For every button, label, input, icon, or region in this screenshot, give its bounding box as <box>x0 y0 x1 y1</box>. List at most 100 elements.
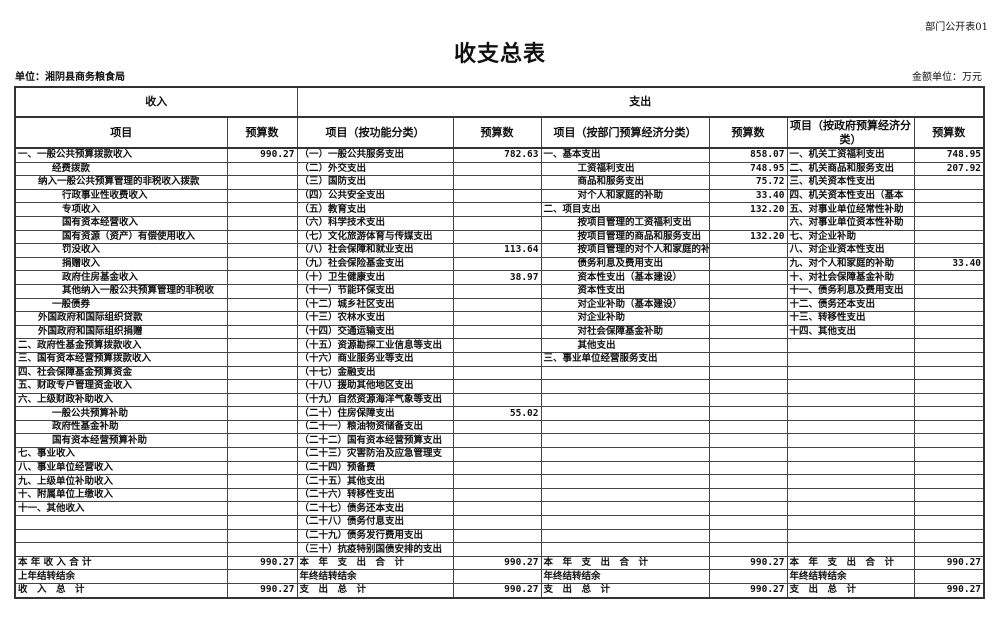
function-item-cell: （五）教育支出 <box>296 202 454 217</box>
function-amount-cell <box>452 487 542 503</box>
dept-econ-amount-cell <box>708 351 788 367</box>
function-amount-cell <box>452 256 542 272</box>
function-item-cell: （二十七）债务还本支出 <box>296 501 454 517</box>
income-amount-cell <box>226 351 298 367</box>
function-item-cell: （七）文化旅游体育与传媒支出 <box>296 229 454 245</box>
dept-econ-item-cell <box>540 542 710 557</box>
table-row: （二十九）债务发行费用支出 <box>14 528 985 544</box>
income-amount-cell <box>226 365 298 381</box>
col-header-income-item: 项目 <box>14 116 228 149</box>
gov-econ-amount-cell <box>913 175 985 190</box>
gov-econ-amount-cell <box>913 338 985 353</box>
dept-econ-item-cell: 债务利息及费用支出 <box>540 256 710 272</box>
function-amount-cell <box>452 528 542 544</box>
table-row: 经费拨款 （二）外交支出 工资福利支出 748.95 二、机关商品和服务支出 207.92 <box>14 161 985 177</box>
income-amount-cell <box>226 433 298 449</box>
function-amount-cell <box>452 515 542 530</box>
income-item-cell: 九、上级单位补助收入 <box>14 474 228 489</box>
gov-econ-amount-cell <box>913 283 985 299</box>
gov-econ-amount-cell <box>913 460 985 476</box>
dept-econ-amount-cell <box>708 474 788 489</box>
function-item-cell: （二十八）债务付息支出 <box>296 515 454 530</box>
gov-econ-amount-cell: 207.92 <box>913 161 985 177</box>
income-amount-cell <box>226 474 298 489</box>
function-amount-cell <box>452 379 542 394</box>
col-header-dept-econ-amount: 预算数 <box>708 116 788 149</box>
gov-econ-item-cell: 十、对社会保障基金补助 <box>786 270 915 285</box>
function-item-cell: （二十六）转移性支出 <box>296 487 454 503</box>
gov-econ-amount-cell <box>913 433 985 449</box>
dept-econ-item-cell: 年终结转结余 <box>540 569 710 584</box>
income-item-cell: 上年结转结余 <box>14 569 228 584</box>
table-row: 三、国有资本经营预算拨款收入 （十六）商业服务业等支出 三、事业单位经营服务支出 <box>14 351 985 367</box>
dept-econ-amount-cell <box>708 447 788 462</box>
income-item-cell: 六、上级财政补助收入 <box>14 392 228 408</box>
function-item-cell: 支 出 总 计 <box>296 582 454 599</box>
function-amount-cell <box>452 351 542 367</box>
gov-econ-amount-cell <box>913 542 985 557</box>
income-amount-cell <box>226 243 298 258</box>
income-item-cell: 行政事业性收费收入 <box>14 188 228 204</box>
dept-econ-amount-cell <box>708 406 788 421</box>
dept-econ-item-cell: 一、基本支出 <box>540 147 710 163</box>
income-item-cell: 一般公共预算补助 <box>14 406 228 421</box>
function-amount-cell: 990.27 <box>452 555 542 571</box>
function-item-cell: （二十三）灾害防治及应急管理支 <box>296 447 454 462</box>
function-item-cell: （十八）援助其他地区支出 <box>296 379 454 394</box>
gov-econ-amount-cell <box>913 501 985 517</box>
table-row: （三十）抗疫特别国债安排的支出 <box>14 542 985 557</box>
gov-econ-amount-cell <box>913 243 985 258</box>
dept-econ-amount-cell <box>708 419 788 435</box>
function-item-cell: （二十四）预备费 <box>296 460 454 476</box>
gov-econ-amount-cell <box>913 324 985 340</box>
dept-econ-item-cell: 二、项目支出 <box>540 202 710 217</box>
gov-econ-amount-cell: 748.95 <box>913 147 985 163</box>
dept-econ-item-cell: 资本性支出（基本建设） <box>540 270 710 285</box>
function-amount-cell <box>452 202 542 217</box>
dept-econ-amount-cell <box>708 569 788 584</box>
income-item-cell <box>14 542 228 557</box>
income-item-cell: 外国政府和国际组织捐赠 <box>14 324 228 340</box>
dept-econ-amount-cell: 858.07 <box>708 147 788 163</box>
col-header-income-amount: 预算数 <box>226 116 298 149</box>
dept-econ-item-cell: 对企业补助（基本建设） <box>540 297 710 313</box>
dept-econ-amount-cell <box>708 256 788 272</box>
income-item-cell: 四、社会保障基金预算资金 <box>14 365 228 381</box>
function-amount-cell <box>452 365 542 381</box>
table-row: 国有资源（资产）有偿使用收入 （七）文化旅游体育与传媒支出 按项目管理的商品和服务支… <box>14 229 985 245</box>
table-row: 上年结转结余 年终结转结余 年终结转结余 年终结转结余 <box>14 569 985 584</box>
table-row: 罚没收入 （八）社会保障和就业支出 113.64 按项目管理的对个人和家庭的补 八、对企… <box>14 243 985 258</box>
function-amount-cell <box>452 433 542 449</box>
income-amount-cell <box>226 297 298 313</box>
dept-econ-item-cell <box>540 515 710 530</box>
function-amount-cell <box>452 501 542 517</box>
col-header-function-amount: 预算数 <box>452 116 542 149</box>
budget-summary-table: 收入 支出 项目 预算数 项目（按功能分类） 预算数 项目（按部门预算经济分类）… <box>14 86 986 599</box>
income-amount-cell <box>226 515 298 530</box>
income-item-cell <box>14 528 228 544</box>
dept-econ-amount-cell: 990.27 <box>708 582 788 599</box>
dept-econ-amount-cell <box>708 501 788 517</box>
table-row: 捐赠收入 （九）社会保险基金支出 债务利息及费用支出 九、对个人和家庭的补助 33.40 <box>14 256 985 272</box>
function-item-cell: （四）公共安全支出 <box>296 188 454 204</box>
dept-econ-amount-cell <box>708 311 788 326</box>
function-item-cell: （二十二）国有资本经营预算支出 <box>296 433 454 449</box>
income-amount-cell <box>226 419 298 435</box>
gov-econ-item-cell <box>786 515 915 530</box>
dept-econ-item-cell <box>540 406 710 421</box>
gov-econ-amount-cell: 33.40 <box>913 256 985 272</box>
gov-econ-amount-cell <box>913 351 985 367</box>
table-row: 八、事业单位经营收入 （二十四）预备费 <box>14 460 985 476</box>
table-row: 六、上级财政补助收入 （十九）自然资源海洋气象等支出 <box>14 392 985 408</box>
income-amount-cell <box>226 161 298 177</box>
function-amount-cell <box>452 460 542 476</box>
income-amount-cell <box>226 202 298 217</box>
function-item-cell: （十三）农林水支出 <box>296 311 454 326</box>
function-amount-cell <box>452 324 542 340</box>
dept-econ-item-cell <box>540 365 710 381</box>
gov-econ-item-cell <box>786 379 915 394</box>
table-row: 七、事业收入 （二十三）灾害防治及应急管理支 <box>14 447 985 462</box>
income-amount-cell <box>226 338 298 353</box>
gov-econ-item-cell: 十二、债务还本支出 <box>786 297 915 313</box>
function-amount-cell: 38.97 <box>452 270 542 285</box>
